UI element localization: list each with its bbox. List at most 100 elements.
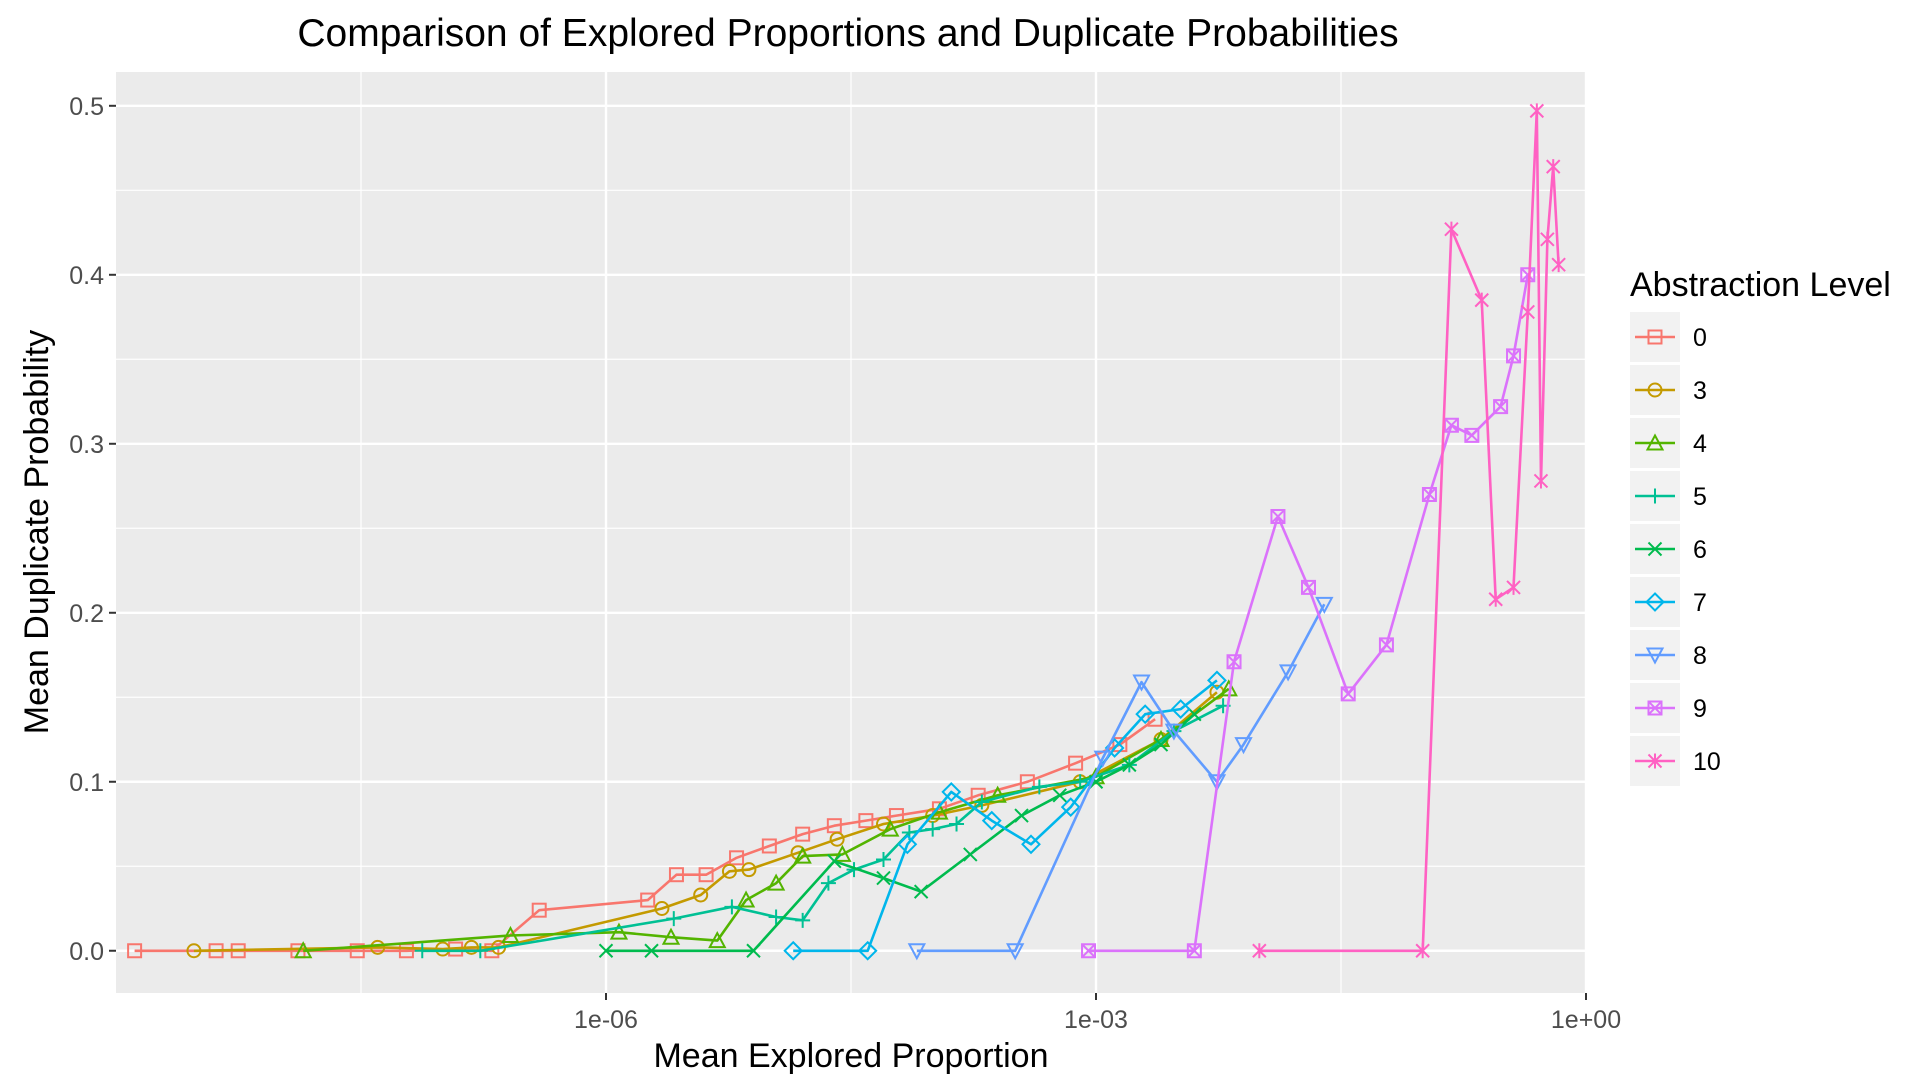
legend-marker [1647,753,1663,769]
legend-marker [1647,382,1663,398]
legend-item-9: 9 [1630,683,1707,733]
legend-item-3: 3 [1630,365,1707,415]
data-point [795,826,811,842]
data-point [414,943,430,959]
data-point [881,819,900,837]
series-layer [127,103,1566,961]
data-point [741,862,757,878]
y-tick-label: 0.2 [69,600,104,628]
data-point [729,850,745,866]
y-tick-label: 0.5 [69,93,104,121]
legend-item-8: 8 [1630,630,1707,680]
data-point [531,902,547,918]
data-point [501,925,520,944]
data-point [1031,779,1047,795]
x-tick-label: 1e-03 [1064,1006,1128,1034]
data-point [1060,797,1081,818]
legend-label: 0 [1693,324,1707,352]
data-point [1315,596,1334,614]
legend: Abstraction Level 0 3 4 5 6 7 8 9 10 [1630,266,1891,786]
x-tick-label: 1e-06 [574,1006,638,1034]
data-point [1506,579,1521,595]
data-point [294,941,313,959]
data-point [875,851,891,867]
data-point [907,943,927,961]
data-point [1234,737,1253,755]
legend-label: 6 [1693,536,1707,564]
y-tick-label: 0.0 [69,938,104,966]
data-point [661,927,681,945]
data-point [793,846,812,864]
data-point [897,834,918,855]
data-point [463,939,479,955]
data-point [981,810,1002,831]
data-point [1132,674,1151,692]
legend-label: 3 [1693,377,1707,405]
y-tick-label: 0.4 [69,262,104,290]
data-point [1278,664,1298,682]
data-point [1081,943,1097,959]
data-point [988,785,1007,803]
data-point [925,821,941,837]
data-point [833,844,852,862]
data-point [640,892,656,908]
series-9 [1081,267,1536,959]
data-point [941,781,962,802]
data-point [1546,159,1561,175]
data-point [1301,579,1316,595]
data-point [127,943,143,959]
data-point [746,943,761,958]
y-tick-label: 0.1 [69,769,104,797]
legend-label: 8 [1693,642,1707,670]
legend-label: 5 [1693,483,1707,511]
data-point [644,943,659,958]
legend-item-0: 0 [1630,312,1707,362]
legend-label: 9 [1693,695,1707,723]
legend-item-6: 6 [1630,524,1707,574]
series-6 [598,706,1202,958]
data-point [1464,427,1480,443]
data-point [1474,292,1489,308]
data-point [1520,304,1535,320]
data-point [949,816,965,832]
x-axis-title: Mean Explored Proportion [653,1037,1048,1075]
data-point [1021,834,1041,855]
legend-marker [1645,592,1665,612]
data-point [1252,943,1267,959]
data-point [1122,757,1137,773]
data-point [857,940,878,961]
data-point [654,901,670,917]
legend-item-7: 7 [1630,577,1707,627]
data-point [1164,723,1184,741]
legend-marker [1647,700,1663,716]
data-point [1443,417,1459,433]
data-point [472,943,488,959]
data-point [598,943,614,958]
data-point [913,884,929,899]
data-point [693,887,709,903]
data-point [829,831,845,847]
data-point [1186,943,1202,959]
data-point [963,847,978,862]
y-tick-label: 0.3 [69,431,104,459]
legend-items: 0 3 4 5 6 7 8 9 10 [1630,312,1721,786]
data-point [768,909,784,925]
series-line-7 [793,679,1218,953]
series-line-8 [916,603,1326,953]
legend-title: Abstraction Level [1630,266,1891,304]
data-point [609,922,629,940]
data-point [736,890,756,908]
data-point [708,930,727,949]
data-point [827,853,842,869]
legend-item-4: 4 [1630,418,1707,468]
data-point [435,941,451,957]
data-point [858,813,874,829]
data-point [1068,755,1084,771]
data-point [668,867,684,883]
data-point [349,943,365,959]
x-axis: 1e-06 1e-03 1e+00 [574,993,1621,1034]
data-point [795,912,811,928]
legend-item-5: 5 [1630,471,1707,521]
data-point [724,899,740,915]
